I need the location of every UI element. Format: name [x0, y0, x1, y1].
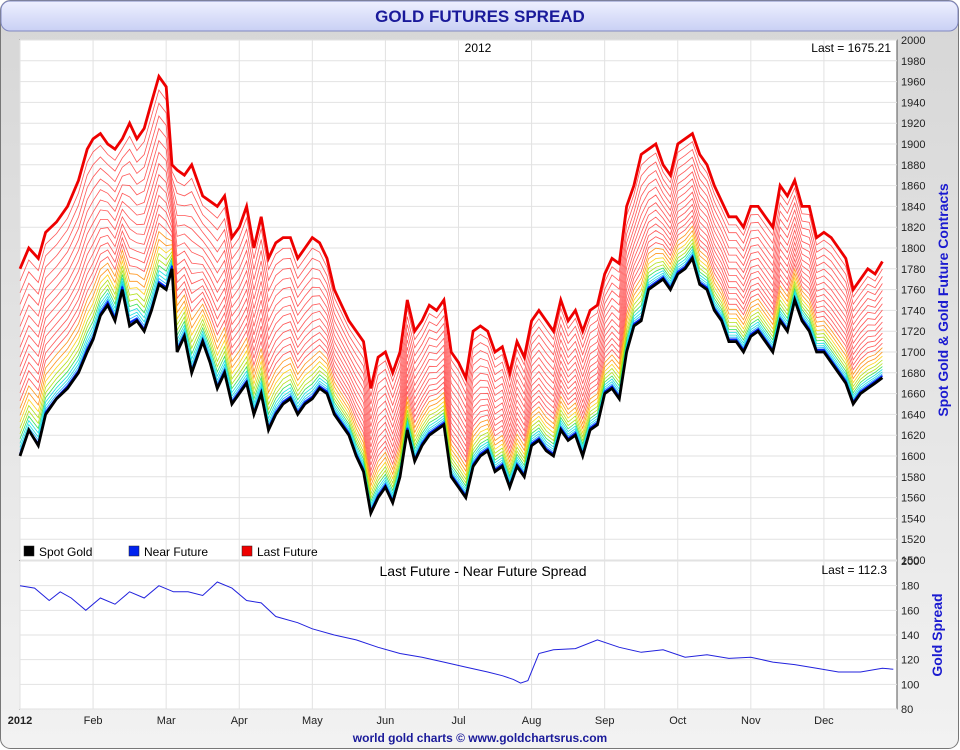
futures-contract-line: [19, 162, 883, 441]
y-tick-label: 1600: [901, 451, 925, 463]
x-tick-label: Oct: [669, 715, 686, 727]
x-tick-label: Dec: [814, 715, 834, 727]
last-future-line: [18, 73, 884, 389]
y-tick-label: 1740: [901, 305, 925, 317]
legend-label: Last Future: [257, 545, 318, 559]
spread-panel: 80 100 120 140 160 180 200 2012 Feb Mar Apr May Jun J…: [8, 556, 945, 727]
spot-gold-line: [18, 255, 884, 518]
x-tick-label: Sep: [595, 715, 615, 727]
futures-contract-line: [19, 173, 883, 448]
y-tick-label: 1860: [901, 181, 925, 193]
futures-contract-line: [19, 151, 883, 434]
y-tick-label: 1920: [901, 118, 925, 130]
y-tick-label: 1660: [901, 389, 925, 401]
y-tick-label: 1540: [901, 513, 925, 525]
futures-contract-line: [19, 213, 883, 473]
x-tick-label: Nov: [741, 715, 761, 727]
futures-contract-line: [19, 184, 883, 454]
chart-title: GOLD FUTURES SPREAD: [375, 7, 585, 26]
futures-contract-line: [19, 139, 883, 427]
y-axis-label: Spot Gold & Gold Future Contracts: [935, 183, 951, 417]
y-tick-label: 140: [901, 630, 919, 642]
y-tick-label: 1500: [901, 555, 925, 567]
y-tick-label: 100: [901, 679, 919, 691]
x-tick-label: May: [302, 715, 323, 727]
x-tick-label: Mar: [157, 715, 176, 727]
y-tick-label: 1640: [901, 409, 925, 421]
y-tick-label: 1620: [901, 430, 925, 442]
y-tick-label: 1560: [901, 493, 925, 505]
y-tick-label: 1800: [901, 243, 925, 255]
y-tick-label: 1520: [901, 534, 925, 546]
y-tick-label: 1680: [901, 368, 925, 380]
x-tick-label: Aug: [522, 715, 542, 727]
title-bar: [0, 0, 959, 32]
price-panel: 1500 1520 1540 1560 1580 1600 1620 1640 1660 1680…: [18, 35, 951, 567]
futures-contract-line: [19, 127, 883, 420]
y-tick-label: 1980: [901, 56, 925, 68]
y-tick-label: 1780: [901, 264, 925, 276]
futures-contract-line: [19, 89, 883, 397]
futures-contract-line: [19, 204, 883, 466]
y-tick-label: 1720: [901, 326, 925, 338]
y-tick-label: 200: [901, 556, 919, 568]
last-value-label: Last = 1675.21: [811, 41, 891, 55]
y-tick-label: 1840: [901, 201, 925, 213]
spread-line: [19, 581, 894, 684]
x-tick-label: Feb: [84, 715, 103, 727]
futures-contract-line: [19, 225, 883, 483]
last-value-label: Last = 112.3: [822, 563, 888, 577]
y-tick-label: 160: [901, 605, 919, 617]
y-tick-label: 2000: [901, 35, 925, 47]
y-tick-label: 1820: [901, 222, 925, 234]
y-tick-label: 1940: [901, 97, 925, 109]
legend-label: Spot Gold: [39, 545, 92, 559]
y-tick-label: 1760: [901, 285, 925, 297]
y-tick-label: 1900: [901, 139, 925, 151]
legend-swatch: [128, 545, 140, 557]
y-tick-label: 1700: [901, 347, 925, 359]
legend-label: Near Future: [144, 545, 208, 559]
futures-contract-line: [19, 220, 883, 478]
y-tick-label: 1580: [901, 472, 925, 484]
futures-contract-line: [19, 102, 883, 405]
futures-contract-line: [19, 194, 883, 460]
legend-swatch: [23, 545, 35, 557]
y-tick-label: 120: [901, 655, 919, 667]
panel-title: Last Future - Near Future Spread: [380, 563, 587, 579]
y-tick-label: 80: [901, 704, 913, 716]
y-tick-label: 1960: [901, 77, 925, 89]
footer-credit: world gold charts © www.goldchartsrus.co…: [352, 731, 607, 745]
panel-title: 2012: [465, 41, 492, 55]
x-tick-label: Jul: [451, 715, 465, 727]
x-tick-label: Apr: [231, 715, 248, 727]
futures-contract-line: [19, 115, 883, 413]
x-tick-label: 2012: [8, 715, 32, 727]
legend-swatch: [241, 545, 253, 557]
y-tick-label: 1880: [901, 160, 925, 172]
x-tick-label: Jun: [377, 715, 395, 727]
y-tick-label: 180: [901, 581, 919, 593]
y-axis-label: Gold Spread: [929, 593, 945, 676]
